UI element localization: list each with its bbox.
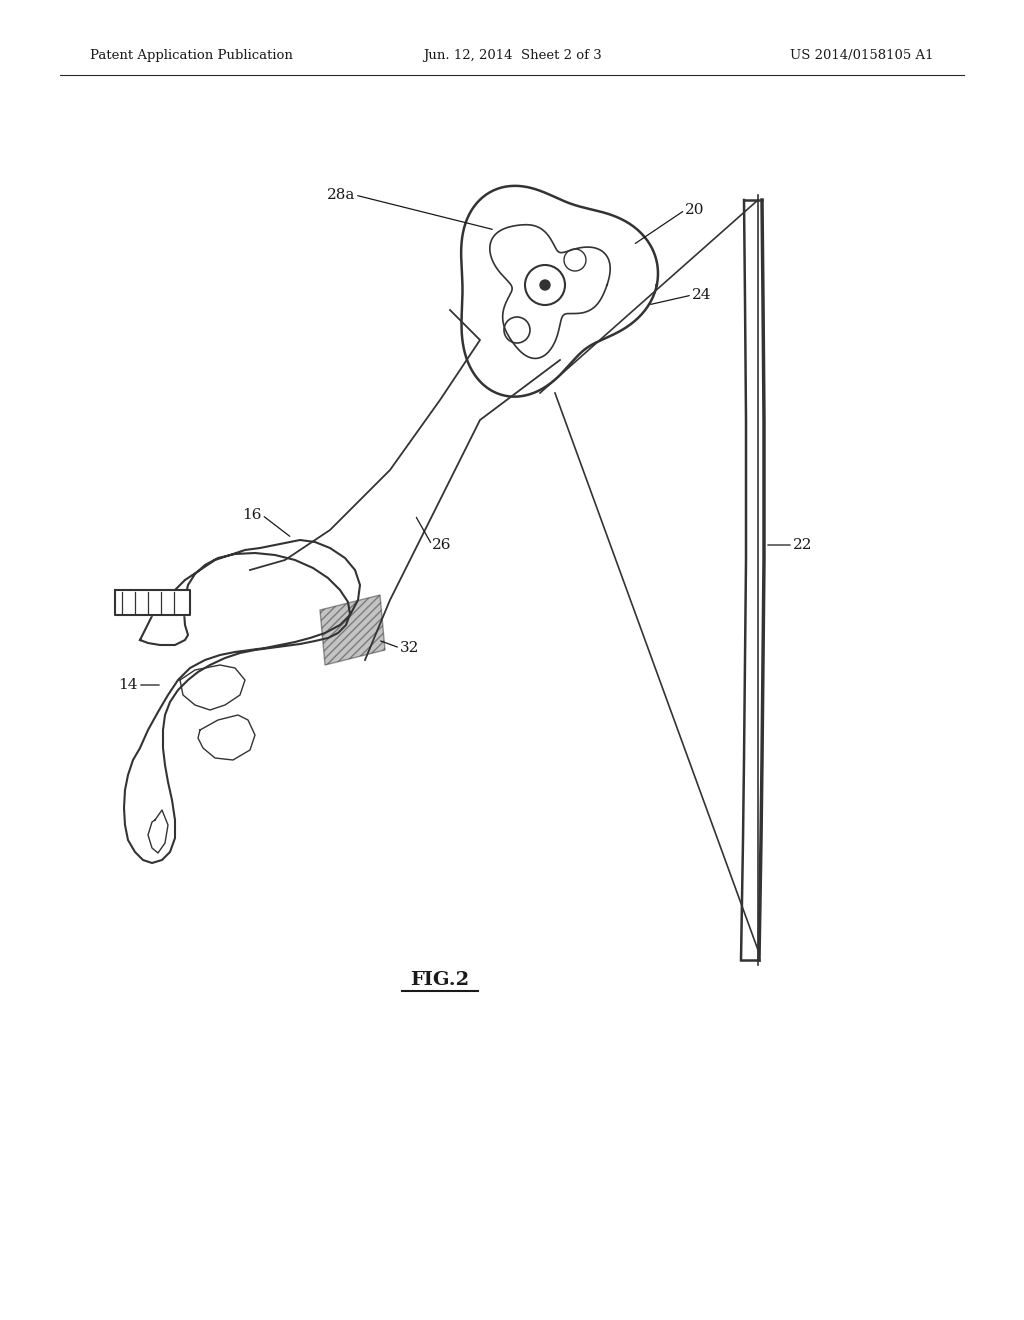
- Text: US 2014/0158105 A1: US 2014/0158105 A1: [791, 49, 934, 62]
- Text: 32: 32: [400, 642, 420, 655]
- Text: 14: 14: [119, 678, 138, 692]
- Text: 22: 22: [793, 539, 812, 552]
- Text: 24: 24: [692, 288, 712, 302]
- Text: Jun. 12, 2014  Sheet 2 of 3: Jun. 12, 2014 Sheet 2 of 3: [423, 49, 601, 62]
- Text: 20: 20: [685, 203, 705, 216]
- Text: Patent Application Publication: Patent Application Publication: [90, 49, 293, 62]
- Text: FIG.2: FIG.2: [411, 972, 470, 989]
- Text: 26: 26: [432, 539, 452, 552]
- Text: 16: 16: [243, 508, 262, 521]
- Polygon shape: [115, 590, 190, 615]
- Text: 28a: 28a: [327, 187, 355, 202]
- Polygon shape: [319, 595, 385, 665]
- Circle shape: [540, 280, 550, 290]
